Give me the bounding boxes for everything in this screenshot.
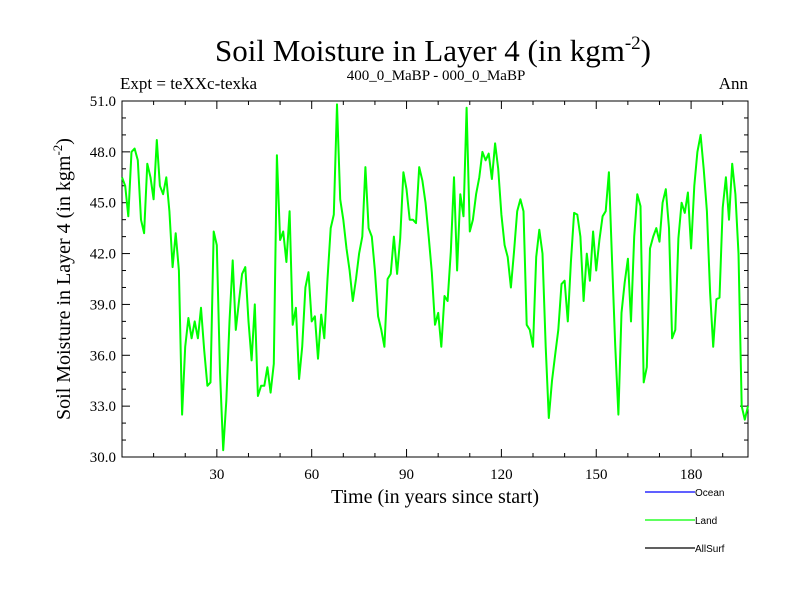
y-tick-label: 30.0 [90, 450, 116, 466]
chart-title: Soil Moisture in Layer 4 (in kgm-2) [215, 33, 651, 68]
y-axis-label: Soil Moisture in Layer 4 (in kgm-2) [50, 138, 75, 420]
x-tick-label: 180 [680, 467, 703, 483]
x-tick-label: 30 [209, 467, 224, 483]
y-tick-label: 36.0 [90, 348, 116, 364]
chart: Soil Moisture in Layer 4 (in kgm-2) Expt… [0, 0, 800, 600]
legend-label-ocean: Ocean [695, 488, 724, 499]
x-tick-label: 90 [399, 467, 414, 483]
y-tick-label: 51.0 [90, 94, 116, 110]
y-tick-label: 39.0 [90, 297, 116, 313]
y-tick-label: 45.0 [90, 196, 116, 212]
subtitle-center: 400_0_MaBP - 000_0_MaBP [347, 68, 526, 84]
legend-label-allsurf: AllSurf [695, 544, 725, 555]
y-tick-label: 42.0 [90, 247, 116, 263]
x-axis-label: Time (in years since start) [331, 486, 539, 508]
x-tick-label: 60 [304, 467, 319, 483]
subtitle-right: Ann [719, 74, 749, 93]
x-tick-label: 120 [490, 467, 513, 483]
x-tick-label: 150 [585, 467, 608, 483]
subtitle-left: Expt = teXXc-texka [120, 74, 257, 93]
legend-label-land: Land [695, 516, 717, 527]
y-tick-label: 48.0 [90, 145, 116, 161]
y-tick-label: 33.0 [90, 399, 116, 415]
